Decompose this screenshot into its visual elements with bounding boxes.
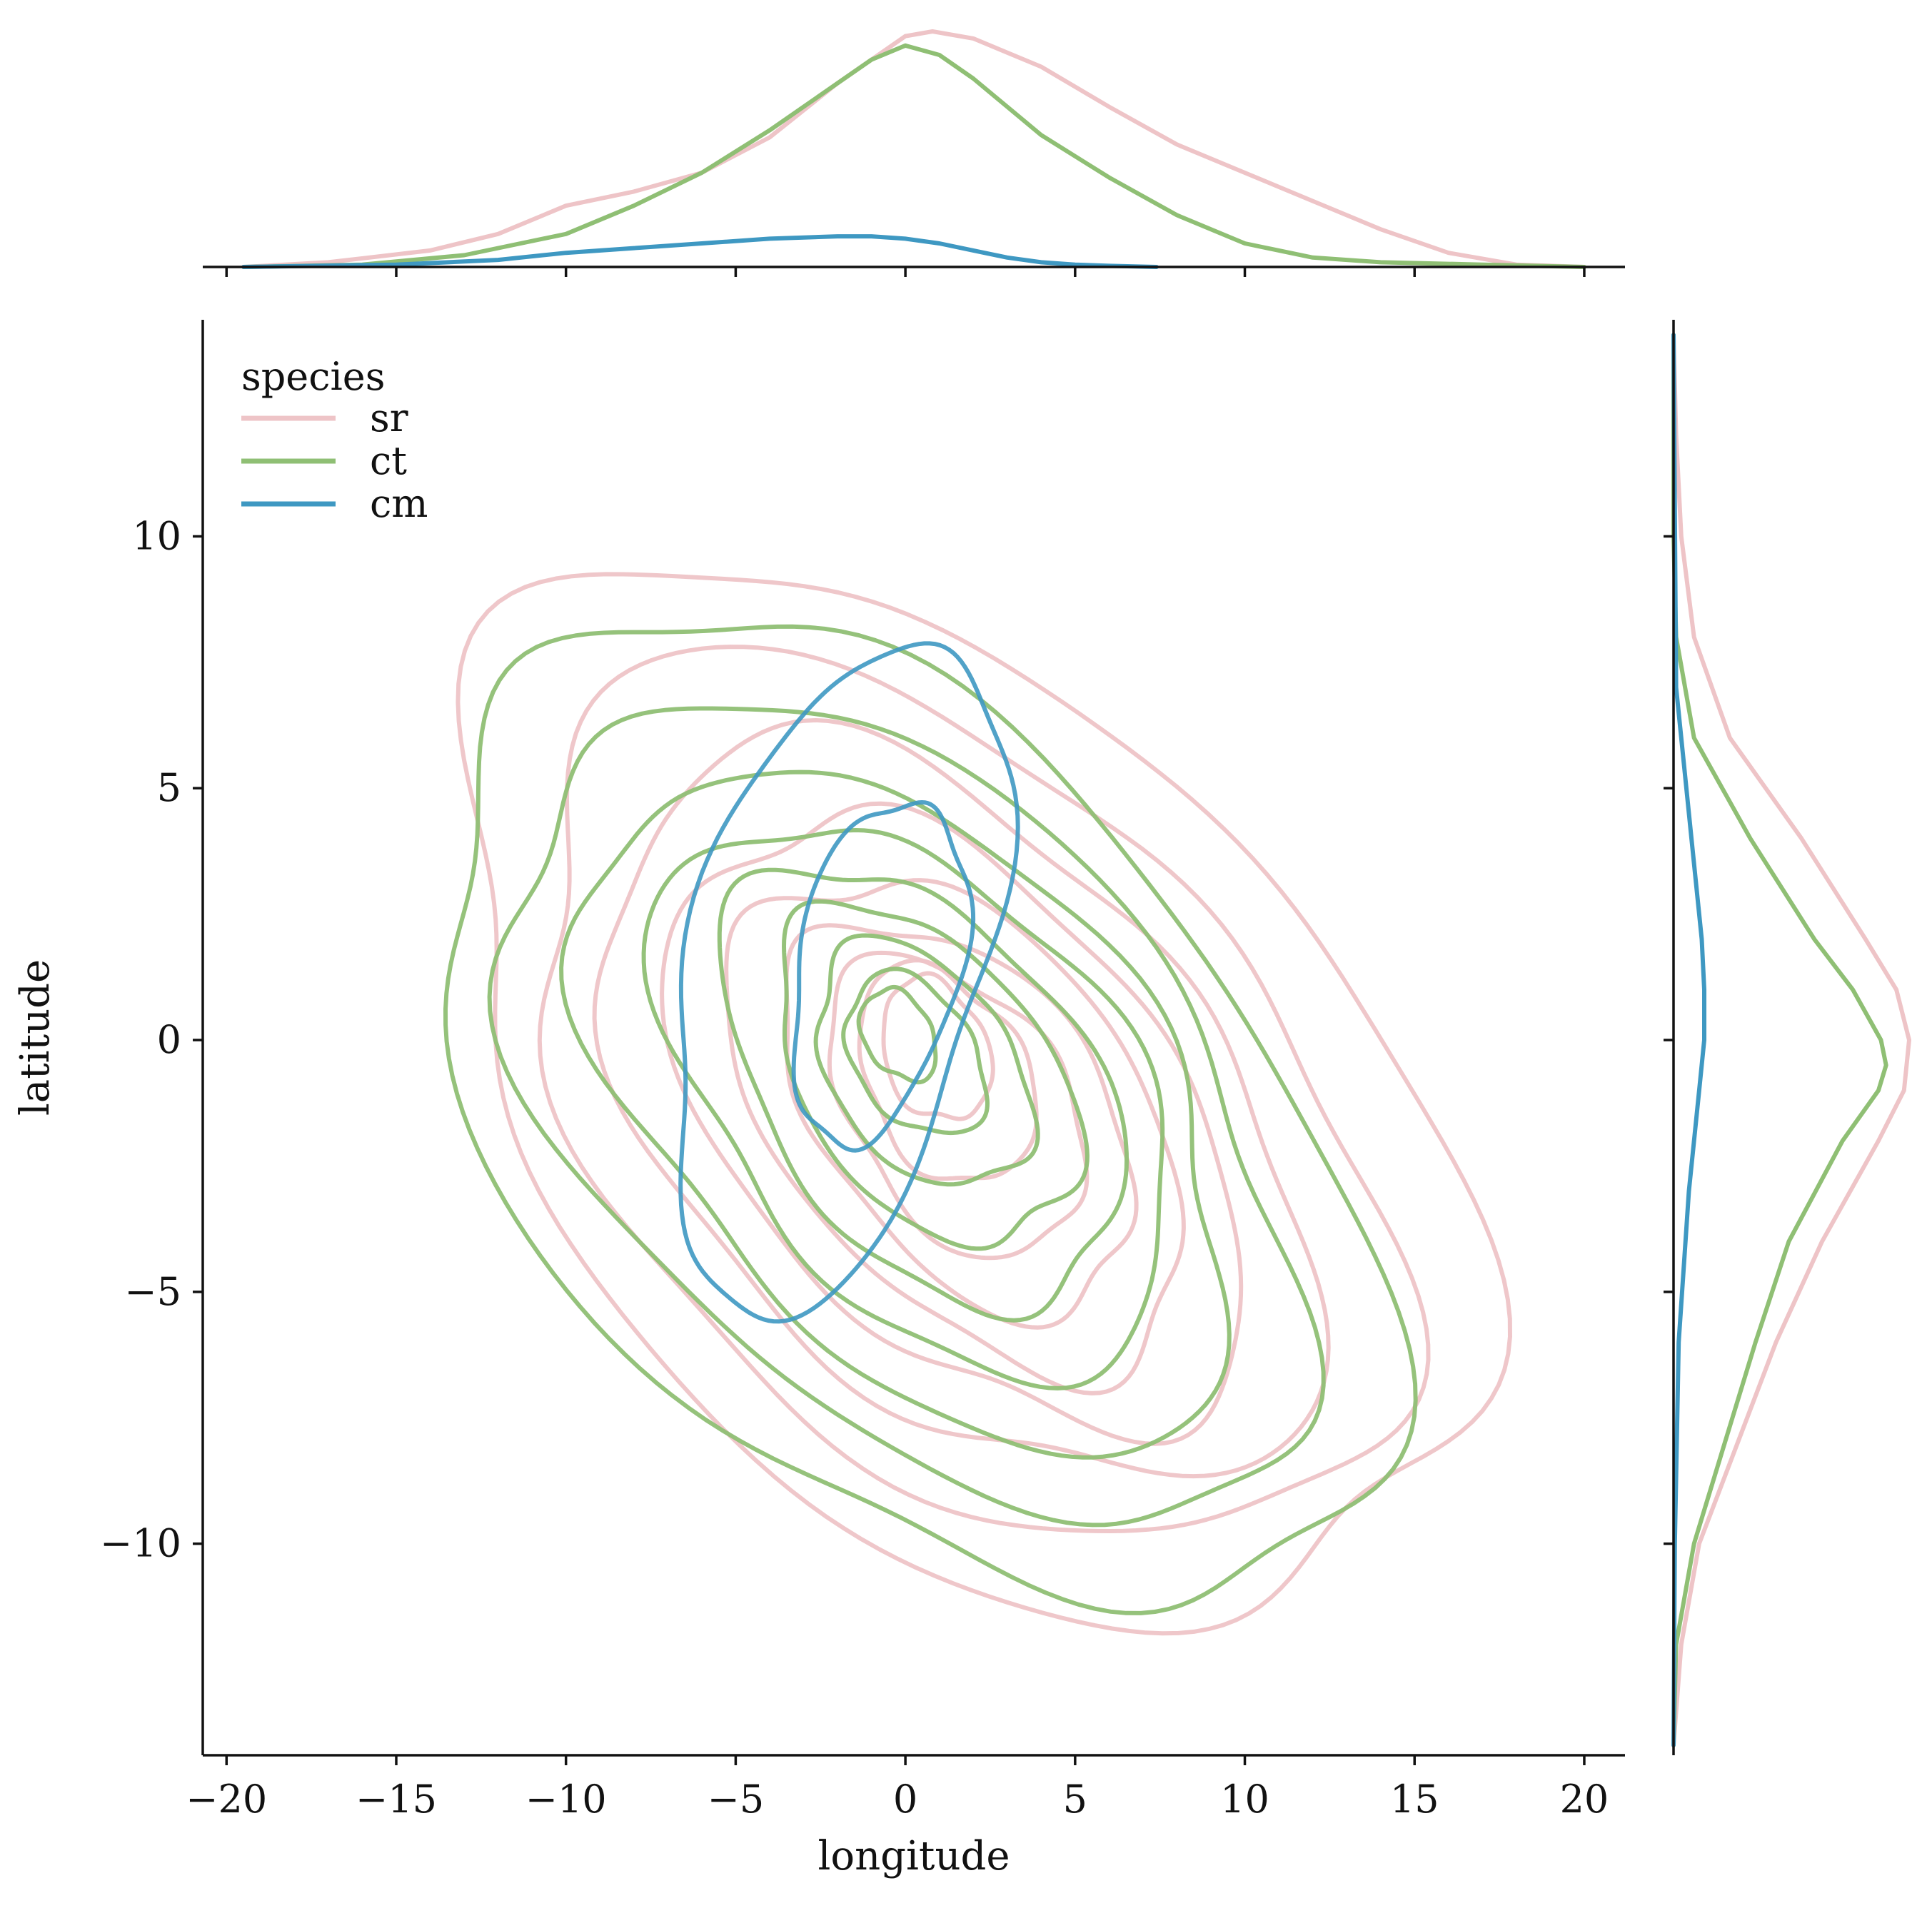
x-tick-label: −5 [708,1777,765,1822]
legend-label-cm: cm [370,481,428,526]
axes-group: −20 −15 −10 −5 0 5 10 15 20 −10 −5 0 5 10 longitude lat… [12,266,1675,1879]
contour-ct-level-9 [856,984,938,1085]
y-tick-label: −10 [100,1521,181,1566]
contour-ct-level-3 [559,769,1232,1460]
x-tick-label: 15 [1390,1777,1439,1822]
y-tick-label: 5 [157,765,181,810]
x-tick-label: 0 [893,1777,917,1822]
x-axis-label: longitude [817,1833,1010,1879]
contour-sr-level-5 [724,878,1186,1395]
x-tick-label: −15 [356,1777,437,1822]
marginal-y-cm [1671,333,1706,1747]
legend-title: species [241,354,385,399]
y-tick-label: 10 [132,513,181,558]
contour-ct-level-7 [813,933,1040,1187]
marginal-x-ct [241,43,1586,269]
y-axis-label: latitude [12,959,59,1116]
x-tick-label: 5 [1063,1777,1087,1822]
contour-ct-level-1 [443,624,1418,1615]
contour-sr-level-9 [881,971,995,1121]
x-tick-label: 10 [1220,1777,1269,1822]
contour-sr-level-4 [660,801,1244,1446]
contour-sr-level-1 [456,572,1512,1636]
legend-label-sr: sr [370,395,408,440]
contour-ct-level-5 [717,867,1129,1323]
top-marginal-plot [241,29,1586,269]
contour-ct-level-4 [641,828,1165,1390]
marginal-x-sr [241,29,1586,269]
contour-ct-level-2 [487,706,1326,1528]
marginal-y-sr [1671,333,1911,1747]
right-marginal-plot [1671,333,1911,1747]
contour-sr-level-3 [592,718,1331,1479]
contour-cm-level-1 [678,641,1020,1324]
x-tick-label: 20 [1560,1777,1609,1822]
x-tick-label: −10 [525,1777,607,1822]
main-plot-area [443,572,1512,1636]
contour-sr-level-7 [827,950,1090,1261]
x-tick-label: −20 [186,1777,267,1822]
y-tick-label: 0 [157,1017,181,1062]
contour-cm-level-2 [791,800,976,1153]
marginal-y-ct [1671,333,1888,1747]
y-tick-label: −5 [124,1269,181,1314]
contour-sr-level-2 [537,645,1431,1533]
contour-ct-level-6 [782,899,1090,1251]
legend-label-ct: ct [370,438,407,483]
marginal-x-cm [241,234,1159,269]
